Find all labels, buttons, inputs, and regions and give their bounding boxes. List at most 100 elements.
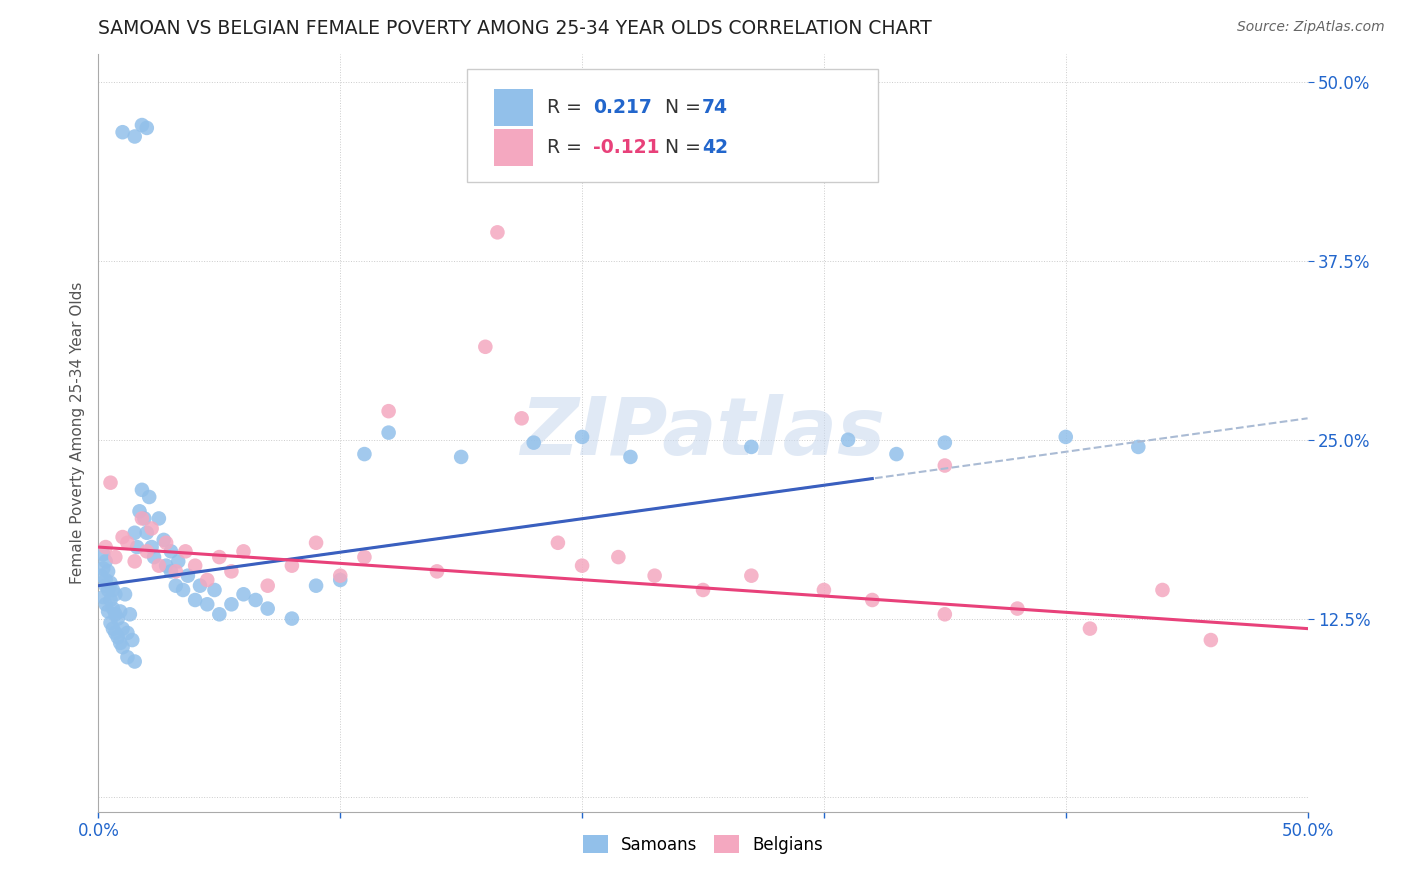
Point — [124, 525, 146, 540]
Text: ZIPatlas: ZIPatlas — [520, 393, 886, 472]
Point — [127, 540, 149, 554]
Point — [91, 561, 114, 575]
Point — [644, 568, 666, 582]
Point — [100, 615, 122, 630]
Point — [135, 525, 157, 540]
Text: 42: 42 — [702, 138, 728, 157]
Point — [111, 622, 134, 636]
Point — [547, 535, 569, 549]
Point — [131, 483, 153, 497]
Point — [886, 447, 908, 461]
Point — [377, 404, 399, 418]
Point — [167, 554, 190, 568]
Point — [94, 573, 117, 587]
Point — [934, 435, 956, 450]
Point — [135, 120, 157, 135]
Point — [128, 504, 150, 518]
Text: -0.121: -0.121 — [593, 138, 659, 157]
Point — [94, 554, 117, 568]
Point — [208, 550, 231, 565]
Point — [232, 587, 254, 601]
Point — [184, 558, 207, 573]
Point — [104, 550, 127, 565]
Point — [101, 601, 124, 615]
Point — [281, 611, 304, 625]
Point — [692, 582, 714, 597]
Point — [108, 604, 131, 618]
Point — [91, 547, 114, 561]
Point — [329, 573, 352, 587]
Point — [94, 597, 117, 611]
Point — [97, 582, 120, 597]
Point — [124, 655, 146, 669]
Point — [91, 590, 114, 604]
Point — [813, 582, 835, 597]
Point — [108, 636, 131, 650]
Point — [160, 565, 183, 579]
Point — [131, 118, 153, 132]
Point — [155, 558, 177, 573]
Point — [152, 533, 174, 547]
Point — [426, 565, 449, 579]
Point — [165, 565, 187, 579]
Point — [118, 607, 141, 622]
Point — [523, 435, 546, 450]
Point — [100, 575, 122, 590]
Point — [104, 607, 127, 622]
Point — [135, 544, 157, 558]
Point — [486, 225, 509, 239]
Point — [117, 626, 139, 640]
Point — [174, 544, 197, 558]
Point — [111, 530, 134, 544]
Point — [1152, 582, 1174, 597]
Point — [221, 565, 243, 579]
Point — [124, 554, 146, 568]
FancyBboxPatch shape — [494, 129, 533, 166]
Point — [353, 550, 375, 565]
Point — [172, 582, 194, 597]
Point — [860, 593, 883, 607]
Point — [111, 640, 134, 655]
Text: R =: R = — [547, 98, 588, 117]
Point — [740, 440, 762, 454]
Point — [184, 593, 207, 607]
Text: 0.217: 0.217 — [593, 98, 652, 117]
Point — [571, 558, 593, 573]
Text: 74: 74 — [702, 98, 728, 117]
Point — [571, 430, 593, 444]
Point — [1128, 440, 1150, 454]
Point — [148, 511, 170, 525]
FancyBboxPatch shape — [494, 89, 533, 126]
Point — [94, 540, 117, 554]
Point — [97, 604, 120, 618]
Point — [160, 544, 183, 558]
Y-axis label: Female Poverty Among 25-34 Year Olds: Female Poverty Among 25-34 Year Olds — [69, 282, 84, 583]
Point — [204, 582, 226, 597]
Point — [177, 568, 200, 582]
Legend: Samoans, Belgians: Samoans, Belgians — [576, 829, 830, 860]
Point — [245, 593, 267, 607]
Point — [165, 579, 187, 593]
Point — [111, 125, 134, 139]
Point — [232, 544, 254, 558]
Point — [305, 579, 328, 593]
Point — [934, 458, 956, 473]
Point — [121, 633, 143, 648]
Point — [141, 521, 163, 535]
Point — [195, 597, 218, 611]
Point — [256, 601, 278, 615]
Point — [124, 129, 146, 144]
Point — [740, 568, 762, 582]
Point — [101, 582, 124, 597]
Point — [1054, 430, 1077, 444]
Text: N =: N = — [654, 138, 707, 157]
Point — [221, 597, 243, 611]
Point — [607, 550, 630, 565]
Point — [94, 579, 117, 593]
Point — [117, 535, 139, 549]
Point — [107, 630, 129, 644]
Point — [510, 411, 533, 425]
Point — [117, 650, 139, 665]
Point — [353, 447, 375, 461]
Point — [1007, 601, 1029, 615]
